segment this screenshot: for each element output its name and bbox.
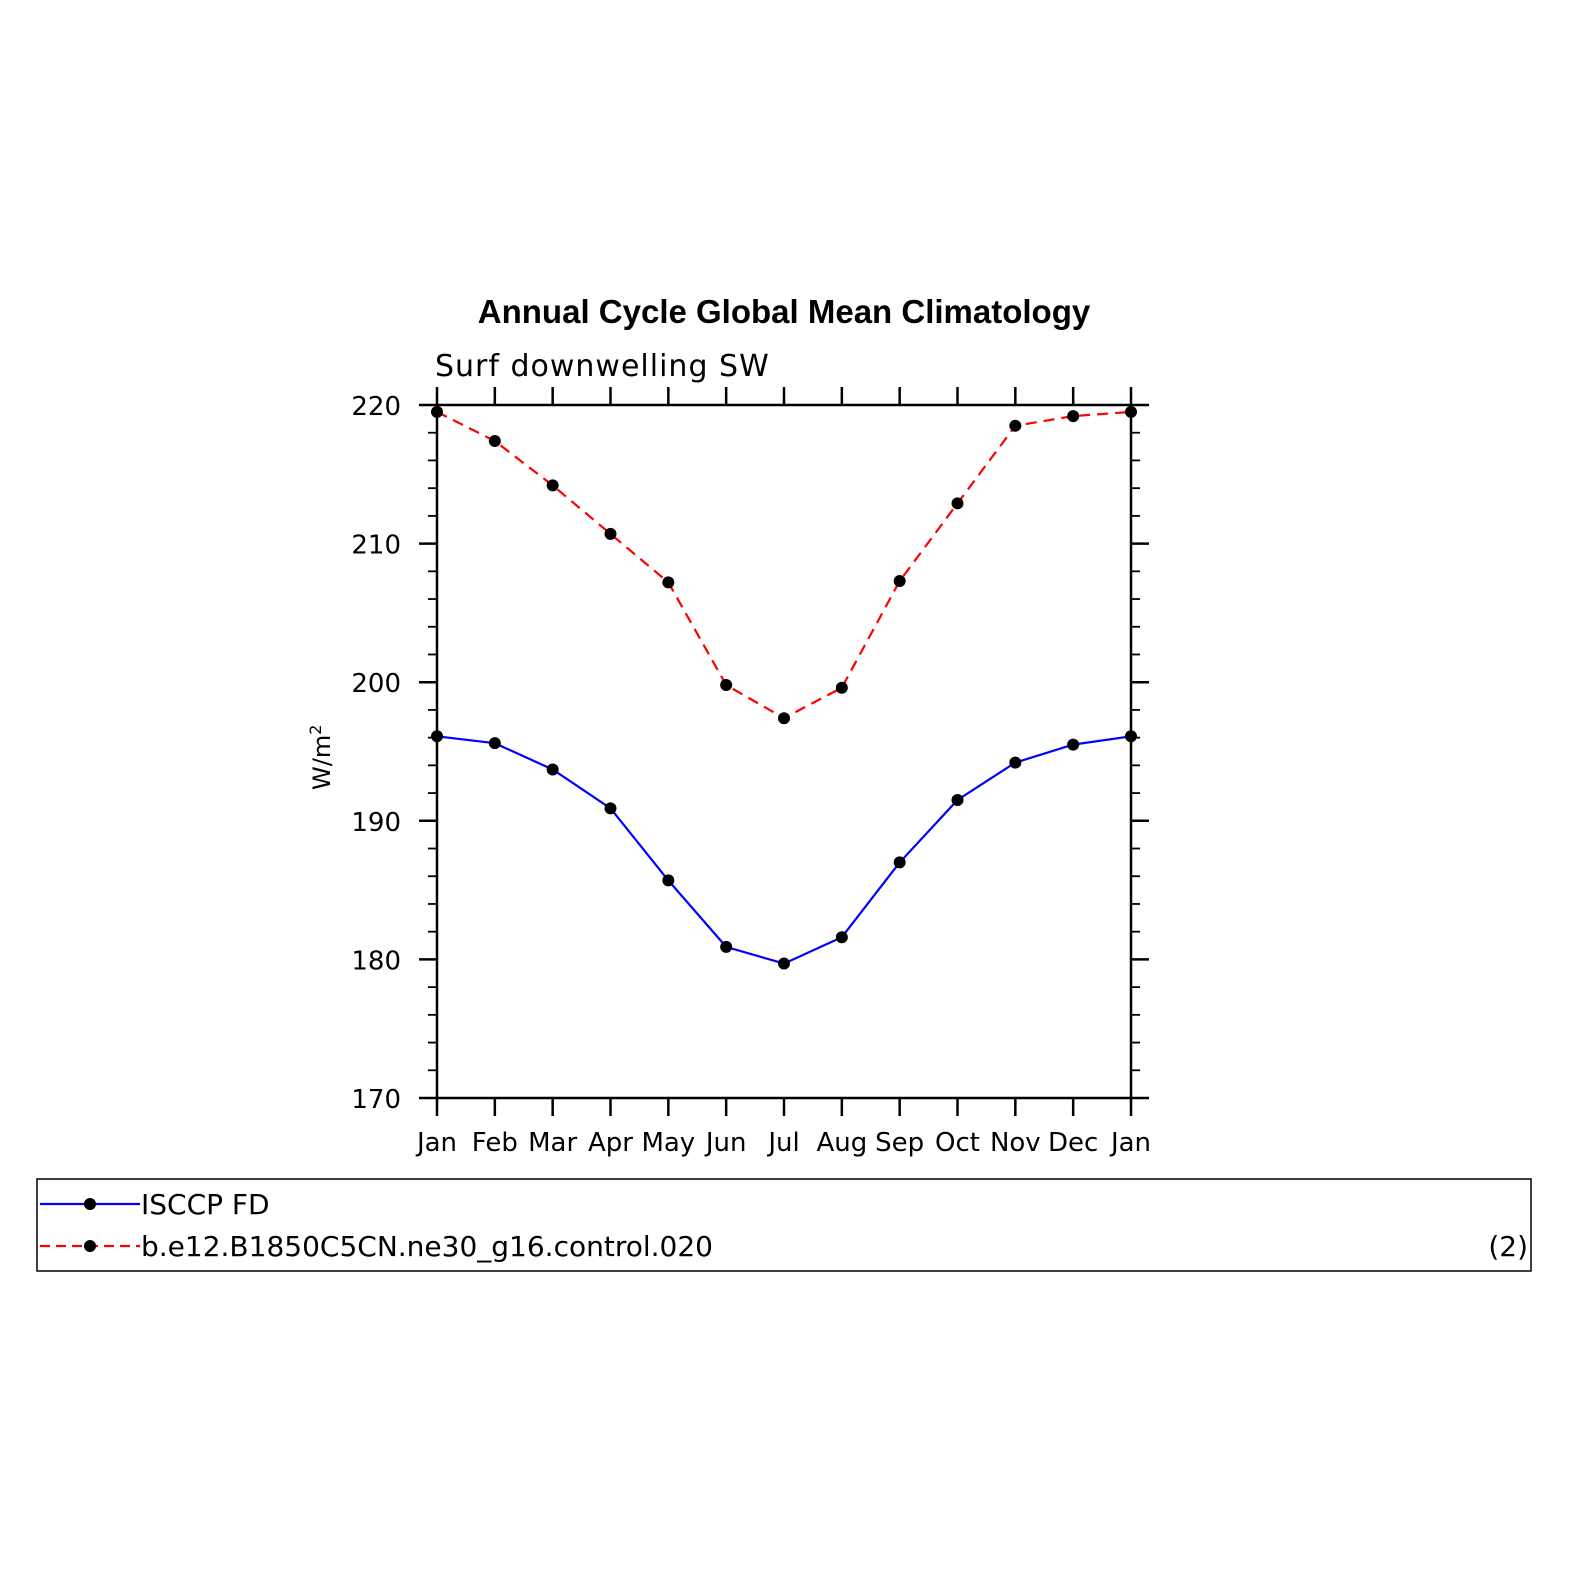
legend-marker-1	[84, 1240, 96, 1252]
series-1-point	[662, 576, 675, 589]
x-tick-label: Aug	[816, 1128, 867, 1158]
legend-marker-0	[84, 1198, 96, 1210]
y-tick-label: 180	[351, 946, 401, 976]
series-0-point	[720, 940, 733, 953]
y-tick-label: 200	[351, 669, 401, 699]
series-0-point	[778, 957, 790, 970]
y-axis-label: W/m2	[306, 725, 336, 790]
series-1-point	[778, 712, 790, 725]
y-tick-labels: 170 180 190 200 210 220	[351, 392, 401, 1115]
legend-label-1: b.e12.B1850C5CN.ne30_g16.control.020	[141, 1230, 713, 1263]
series-0-point	[1067, 738, 1080, 751]
y-axis-label-unit: W/m	[308, 735, 336, 790]
series-0-point	[488, 737, 501, 750]
series-1-point	[893, 575, 906, 588]
legend-entry-0: ISCCP FD	[40, 1188, 270, 1221]
series-1-point	[720, 678, 733, 691]
plot-frame	[435, 403, 1133, 1100]
series-0-point	[951, 794, 964, 807]
y-axis-label-superscript: 2	[306, 725, 325, 735]
series-0-point	[662, 874, 675, 887]
series-0-point	[893, 856, 906, 869]
legend-box	[36, 1178, 1532, 1272]
x-tick-label: Apr	[588, 1128, 633, 1158]
y-tick-label: 220	[351, 392, 401, 422]
x-tick-label: Mar	[528, 1128, 577, 1158]
plot-series	[431, 405, 1137, 970]
x-tick-label: Sep	[875, 1128, 924, 1158]
x-tick-label: Oct	[935, 1128, 980, 1158]
series-0-point	[835, 931, 848, 944]
x-tick-label: May	[641, 1128, 695, 1158]
legend-entry-1: b.e12.B1850C5CN.ne30_g16.control.020	[40, 1230, 713, 1263]
legend-label-0: ISCCP FD	[141, 1188, 270, 1221]
series-1-point	[951, 497, 964, 510]
x-tick-label: Dec	[1048, 1128, 1098, 1158]
x-tick-label: Jan	[1109, 1128, 1151, 1158]
series-line-1	[436, 410, 1132, 720]
x-tick-label: Jan	[415, 1128, 457, 1158]
legend-note: (2)	[1488, 1230, 1528, 1263]
y-tick-label: 170	[351, 1085, 401, 1115]
series-0-point	[1009, 756, 1022, 769]
series-1-point	[546, 479, 559, 492]
chart-subtitle: Surf downwelling SW	[435, 349, 770, 384]
series-1-point	[604, 527, 617, 540]
series-1-point	[1009, 419, 1022, 432]
legend: ISCCP FD b.e12.B1850C5CN.ne30_g16.contro…	[36, 1178, 1532, 1272]
axis-ticks	[419, 387, 1149, 1116]
chart-title: Annual Cycle Global Mean Climatology	[478, 293, 1091, 330]
x-tick-label: Jun	[704, 1128, 747, 1158]
y-tick-label: 190	[351, 808, 401, 838]
x-tick-label: Feb	[472, 1128, 518, 1158]
y-tick-label: 210	[351, 531, 401, 561]
series-1-point	[1067, 410, 1080, 423]
series-1-point	[488, 435, 501, 448]
x-tick-labels: Jan Feb Mar Apr May Jun Jul Aug Sep Oct Nov Dec Jan	[415, 1128, 1151, 1158]
x-tick-label: Jul	[766, 1128, 799, 1158]
series-0-point	[546, 763, 559, 776]
series-1-point	[835, 681, 848, 694]
series-line-0	[436, 735, 1132, 965]
series-0-point	[604, 802, 617, 815]
x-tick-label: Nov	[990, 1128, 1041, 1158]
